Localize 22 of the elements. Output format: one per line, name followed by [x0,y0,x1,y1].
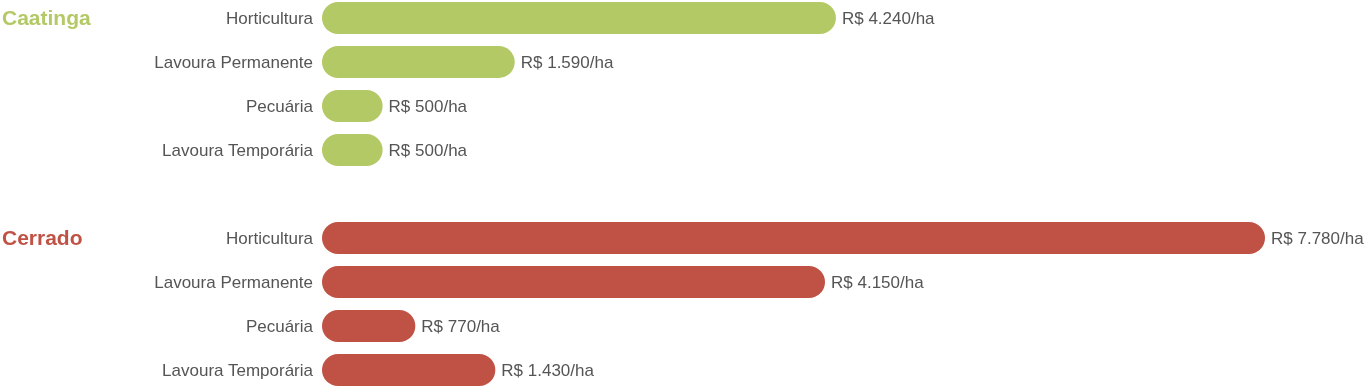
y-tick-label: Lavoura Permanente [154,52,313,72]
bar [322,266,826,298]
data-label: R$ 4.240/ha [841,8,936,28]
y-tick-label: Lavoura Permanente [154,272,313,292]
bar [322,222,1265,254]
text: Caatinga [2,6,92,30]
y-tick-label: Pecuária [245,316,314,336]
data-label: R$ 1.430/ha [501,360,595,380]
data-label: R$ 500/ha [388,96,468,116]
y-tick-label: Horticultura [226,228,314,248]
data-label: R$ 7.780/ha [1271,228,1365,248]
y-tick-label: Lavoura Temporária [162,140,314,160]
text: Cerrado [2,226,83,250]
y-tick-label: Horticultura [226,8,314,28]
bar [322,354,496,386]
data-label: R$ 4.150/ha [831,272,925,292]
y-tick-label: Lavoura Temporária [162,360,314,380]
data-label: R$ 500/ha [388,140,468,160]
data-label: R$ 770/ha [421,316,501,336]
data-label: R$ 1.590/ha [520,52,614,72]
bar [322,310,416,342]
y-tick-label: Pecuária [245,96,314,116]
